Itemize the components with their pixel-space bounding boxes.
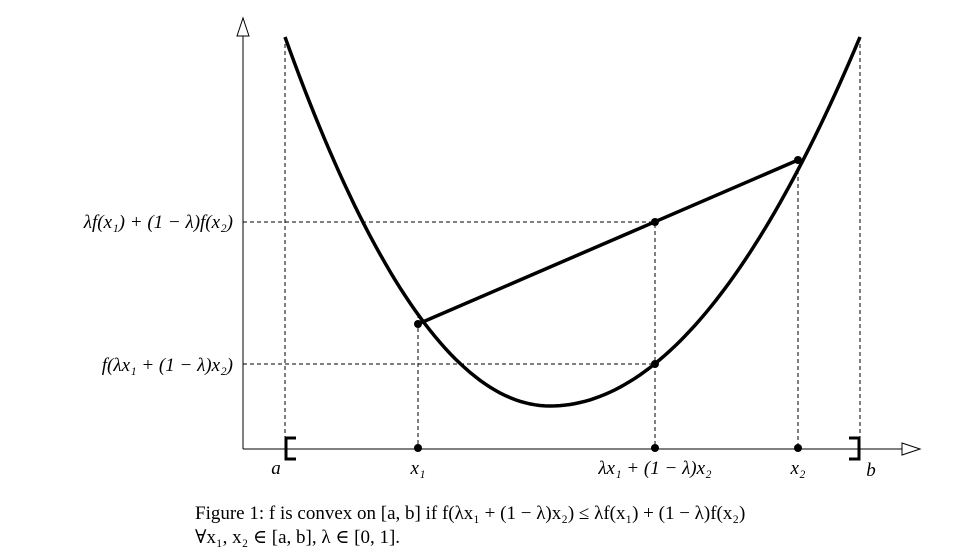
bracket-a bbox=[284, 436, 296, 461]
chord bbox=[417, 158, 799, 326]
points bbox=[414, 156, 802, 452]
convex-curve bbox=[283, 36, 862, 408]
label-b: b bbox=[866, 460, 876, 481]
label-a: a bbox=[271, 458, 281, 479]
x-arrow bbox=[901, 442, 922, 456]
label-chord-value: λf(x₁) + (1 − λ)f(x₂) bbox=[83, 212, 233, 233]
label-x1: x₁ bbox=[409, 458, 425, 479]
guides bbox=[243, 37, 861, 449]
bracket-b bbox=[849, 436, 861, 461]
label-curve-value: f(λx₁ + (1 − λ)x₂) bbox=[102, 355, 233, 376]
label-x2: x₂ bbox=[789, 458, 805, 479]
y-arrow bbox=[236, 16, 250, 37]
caption-line: Figure 1: f is convex on [a, b] if f(λx₁… bbox=[195, 503, 745, 524]
caption-line: ∀x₁, x₂ ∈ [a, b], λ ∈ [0, 1]. bbox=[195, 527, 400, 548]
label-mix: λx₁ + (1 − λ)x₂ bbox=[597, 458, 712, 479]
